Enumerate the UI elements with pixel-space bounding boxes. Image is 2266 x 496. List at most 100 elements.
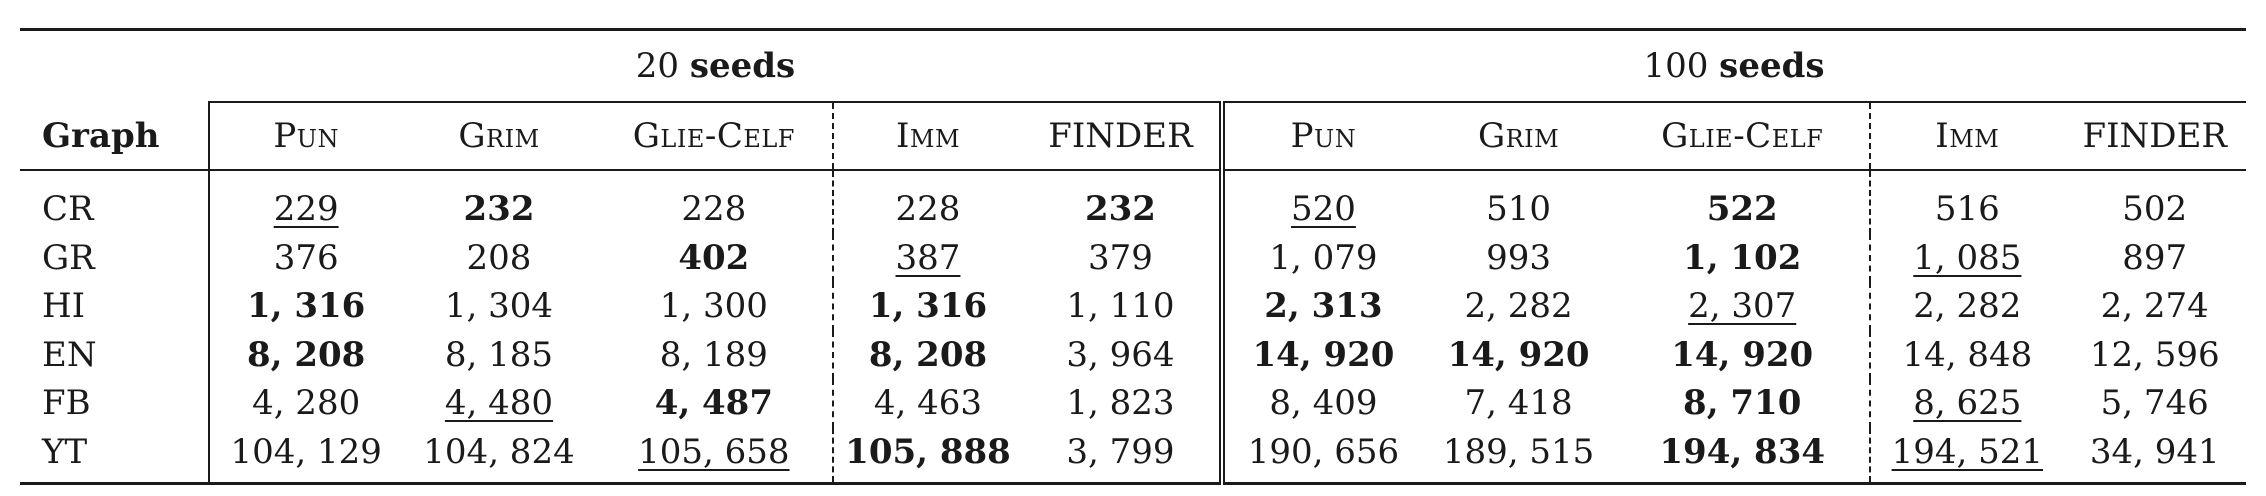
- cell-value: 993: [1486, 237, 1552, 278]
- column-header-method: Glie-Celf: [595, 102, 835, 171]
- value-cell: 1, 102: [1615, 233, 1872, 282]
- cell-value: 402: [678, 237, 750, 278]
- value-cell: 229: [209, 170, 402, 234]
- value-cell: 34, 941: [2063, 427, 2246, 485]
- value-cell: 1, 079: [1222, 234, 1422, 283]
- cell-value: 8, 409: [1269, 383, 1378, 424]
- table-row: FB 4, 280 4, 480 4, 487 4, 463 1, 823 8, 409 7,…: [20, 379, 2246, 428]
- cell-value: 194, 521: [1891, 431, 2044, 472]
- cell-value: 34, 941: [2089, 431, 2220, 472]
- value-cell: 2, 282: [1870, 282, 2063, 331]
- method-name: Pun: [1290, 116, 1357, 156]
- value-cell: 510: [1422, 170, 1615, 234]
- cell-value: 8, 710: [1683, 383, 1802, 424]
- value-cell: 228: [833, 170, 1022, 234]
- value-cell: 2, 282: [1422, 282, 1615, 331]
- value-cell: 8, 185: [402, 331, 595, 380]
- group-count: 20: [635, 46, 680, 86]
- group-header-empty: [20, 28, 209, 102]
- value-cell: 520: [1222, 170, 1422, 234]
- cell-value: 14, 920: [1252, 334, 1395, 375]
- value-cell: 7, 418: [1422, 379, 1615, 428]
- group-label: seeds: [689, 46, 796, 86]
- cell-value: 1, 079: [1269, 237, 1378, 278]
- results-table: 20 seeds 100 seeds Graph Pun Grim Glie-Cel…: [20, 28, 2246, 485]
- cell-value: 3, 799: [1066, 431, 1175, 472]
- cell-value: 1, 823: [1066, 383, 1175, 424]
- method-name: FINDER: [2082, 116, 2227, 156]
- value-cell: 8, 625: [1870, 379, 2063, 428]
- table-row: GR 376 208 402 387 379 1, 079 993 1, 102 1, 085 89…: [20, 233, 2246, 283]
- group-header-100-seeds: 100 seeds: [1221, 28, 2246, 103]
- value-cell: 3, 964: [1021, 330, 1225, 379]
- cell-value: 2, 282: [1464, 286, 1573, 327]
- cell-value: 8, 208: [246, 334, 366, 375]
- cell-value: 4, 280: [252, 383, 361, 424]
- value-cell: 1, 316: [209, 282, 402, 331]
- cell-value: 12, 596: [2089, 334, 2220, 375]
- column-header-method: Grim: [1421, 102, 1616, 171]
- cell-value: 105, 888: [845, 431, 1011, 472]
- value-cell: 502: [2064, 170, 2246, 234]
- method-name: Glie-Celf: [1661, 116, 1824, 156]
- value-cell: 8, 208: [833, 331, 1022, 380]
- value-cell: 14, 920: [1422, 331, 1615, 380]
- graph-name-cell: FB: [20, 379, 210, 428]
- column-header-graph: Graph: [20, 102, 210, 171]
- value-cell: 8, 409: [1222, 379, 1422, 428]
- value-cell: 4, 280: [209, 379, 402, 428]
- value-cell: 232: [402, 170, 595, 234]
- value-cell: 897: [2064, 234, 2246, 283]
- value-cell: 189, 515: [1421, 427, 1616, 485]
- cell-value: 14, 920: [1447, 334, 1590, 375]
- cell-value: 1, 110: [1066, 286, 1175, 327]
- method-name: Grim: [1477, 116, 1560, 156]
- cell-value: 520: [1290, 189, 1356, 230]
- graph-name-cell: CR: [20, 170, 210, 234]
- cell-value: 5, 746: [2100, 383, 2209, 424]
- value-cell: 14, 848: [1870, 331, 2063, 380]
- value-cell: 8, 189: [595, 330, 835, 379]
- value-cell: 190, 656: [1221, 427, 1422, 485]
- cell-value: 4, 463: [873, 383, 983, 424]
- cell-value: 228: [895, 189, 961, 230]
- cell-value: 14, 848: [1902, 334, 2033, 375]
- cell-value: 1, 304: [444, 286, 554, 327]
- cell-value: 7, 418: [1464, 383, 1573, 424]
- cell-value: 2, 282: [1913, 286, 2022, 327]
- column-header-row: Graph Pun Grim Glie-Celf Imm FINDER Pun Grim Gl…: [20, 102, 2246, 171]
- column-header-method: Glie-Celf: [1615, 102, 1872, 171]
- cell-value: 228: [681, 189, 747, 230]
- cell-value: 8, 189: [659, 334, 768, 375]
- table-row: YT 104, 129 104, 824 105, 658 105, 888 3, 799…: [20, 427, 2246, 485]
- value-cell: 4, 463: [833, 379, 1022, 428]
- value-cell: 2, 307: [1615, 282, 1872, 331]
- value-cell: 4, 480: [402, 379, 595, 428]
- value-cell: 4, 487: [595, 379, 835, 428]
- value-cell: 2, 274: [2064, 282, 2246, 331]
- column-header-method: FINDER: [2063, 102, 2246, 171]
- value-cell: 376: [209, 234, 402, 283]
- cell-value: 1, 300: [659, 286, 768, 327]
- cell-value: 1, 316: [868, 286, 988, 327]
- value-cell: 1, 085: [1870, 234, 2063, 283]
- cell-value: 104, 824: [423, 431, 575, 472]
- value-cell: 208: [402, 234, 595, 283]
- cell-value: 2, 313: [1264, 286, 1383, 327]
- cell-value: 379: [1088, 237, 1153, 278]
- value-cell: 3, 799: [1021, 427, 1225, 485]
- cell-value: 8, 625: [1913, 383, 2022, 424]
- graph-name-cell: EN: [20, 330, 210, 379]
- graph-name-cell: HI: [20, 282, 210, 331]
- table-row: CR 229 232 228 228 232 520 510 522 516 502: [20, 170, 2246, 234]
- results-table-container: 20 seeds 100 seeds Graph Pun Grim Glie-Cel…: [20, 28, 2246, 485]
- column-header-method: Imm: [833, 102, 1022, 171]
- cell-value: 510: [1486, 189, 1552, 230]
- cell-value: 502: [2122, 189, 2188, 230]
- value-cell: 194, 834: [1615, 427, 1872, 485]
- value-cell: 232: [1021, 170, 1225, 234]
- value-cell: 14, 920: [1222, 331, 1422, 380]
- value-cell: 1, 110: [1021, 282, 1225, 331]
- group-header-row: 20 seeds 100 seeds: [20, 28, 2246, 103]
- method-name: Glie-Celf: [632, 116, 795, 156]
